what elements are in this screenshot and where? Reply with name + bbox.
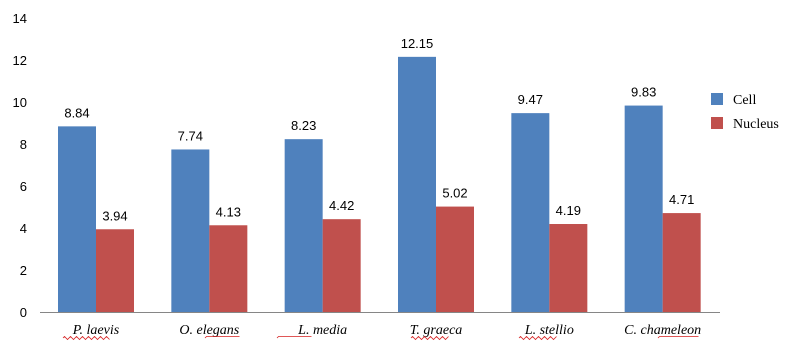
legend-label-nucleus: Nucleus bbox=[733, 117, 779, 132]
y-tick-label: 4 bbox=[20, 221, 27, 236]
bar-cell-2 bbox=[284, 139, 323, 312]
category-label: O. elegans bbox=[179, 323, 239, 338]
y-tick-label: 10 bbox=[13, 95, 27, 110]
category-label: T. graeca bbox=[410, 323, 463, 338]
spellcheck-underline bbox=[276, 336, 312, 339]
spellcheck-underline bbox=[62, 335, 110, 341]
category-label: L. media bbox=[297, 323, 347, 338]
data-label-nucleus-1: 4.13 bbox=[216, 204, 241, 219]
category-label: L. stellio bbox=[524, 323, 574, 338]
data-labels-group: 8.84 3.94 7.74 4.13 8.23 4.42 12.15 5.02 9.47 4.1… bbox=[64, 36, 694, 223]
bar-nucleus-1 bbox=[209, 225, 248, 312]
legend-swatch-cell bbox=[711, 93, 723, 105]
data-label-cell-2: 8.23 bbox=[291, 118, 316, 133]
data-label-cell-5: 9.83 bbox=[631, 85, 656, 100]
spellcheck-underline bbox=[657, 336, 699, 339]
legend-swatch-nucleus bbox=[711, 117, 723, 129]
data-label-cell-1: 7.74 bbox=[178, 128, 203, 143]
bar-nucleus-2 bbox=[322, 219, 361, 312]
y-tick-label: 12 bbox=[13, 53, 27, 68]
bar-cell-1 bbox=[171, 149, 210, 312]
legend: Cell Nucleus bbox=[711, 93, 779, 132]
data-label-nucleus-2: 4.42 bbox=[329, 198, 354, 213]
category-labels-group: P. laevis O. elegans L. media T. graeca L. s… bbox=[62, 323, 701, 341]
y-tick-label: 14 bbox=[13, 11, 27, 26]
bar-cell-0 bbox=[58, 126, 96, 312]
spellcheck-underline bbox=[410, 335, 449, 341]
data-label-cell-4: 9.47 bbox=[518, 92, 543, 107]
bar-nucleus-5 bbox=[662, 213, 701, 312]
legend-label-cell: Cell bbox=[733, 93, 756, 108]
bar-nucleus-0 bbox=[96, 229, 134, 312]
data-label-cell-3: 12.15 bbox=[401, 36, 434, 51]
data-label-cell-0: 8.84 bbox=[64, 105, 89, 120]
bar-nucleus-4 bbox=[549, 224, 588, 312]
y-tick-label: 0 bbox=[20, 305, 27, 320]
bar-cell-5 bbox=[624, 105, 663, 312]
data-label-nucleus-0: 3.94 bbox=[102, 208, 127, 223]
spellcheck-underline bbox=[204, 336, 240, 339]
data-label-nucleus-3: 5.02 bbox=[442, 186, 467, 201]
bar-cell-4 bbox=[511, 113, 550, 312]
y-axis-ticks: 0 2 4 6 8 10 12 14 bbox=[13, 11, 27, 320]
y-tick-label: 6 bbox=[20, 179, 27, 194]
category-label: P. laevis bbox=[72, 323, 120, 338]
bar-nucleus-3 bbox=[436, 206, 474, 312]
spellcheck-underline bbox=[518, 335, 557, 341]
data-label-nucleus-5: 4.71 bbox=[669, 192, 694, 207]
category-label: C. chameleon bbox=[624, 323, 701, 338]
y-tick-label: 2 bbox=[20, 263, 27, 278]
y-tick-label: 8 bbox=[20, 137, 27, 152]
bar-cell-3 bbox=[398, 56, 436, 312]
data-label-nucleus-4: 4.19 bbox=[556, 203, 581, 218]
bars-group bbox=[58, 56, 701, 312]
